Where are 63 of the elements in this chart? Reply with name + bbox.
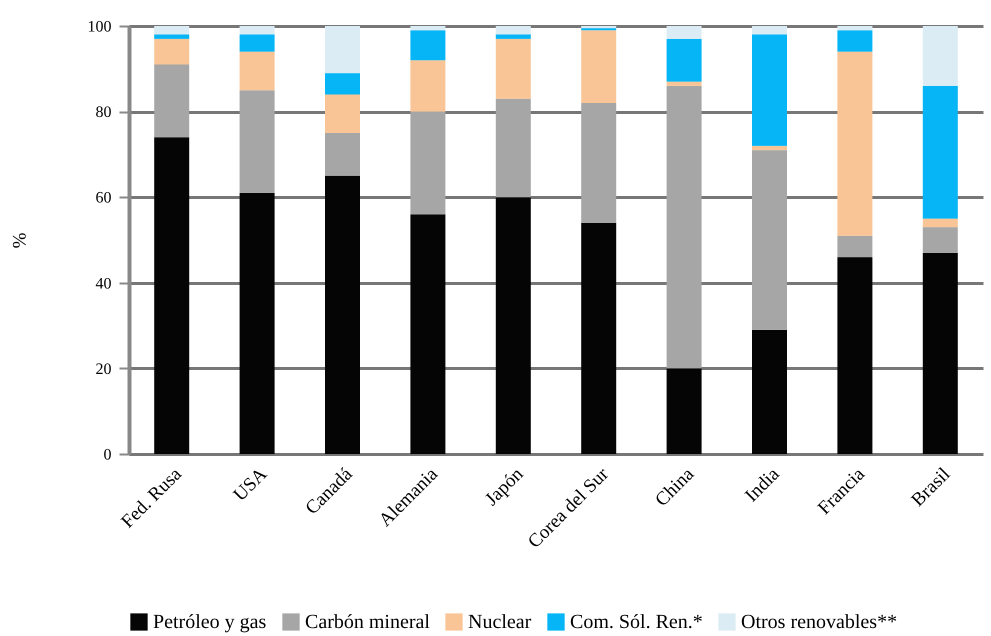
bar — [154, 137, 190, 454]
bar — [496, 26, 531, 35]
bar — [154, 64, 190, 138]
y-tick-label: 60 — [96, 190, 112, 207]
bar — [752, 150, 787, 330]
legend-label: Com. Sól. Ren.* — [570, 611, 703, 633]
bar — [752, 330, 787, 454]
bar — [496, 34, 531, 39]
bar — [240, 52, 275, 90]
y-axis-title: % — [10, 232, 30, 248]
bar — [581, 103, 616, 223]
bar — [325, 26, 360, 74]
bar — [837, 26, 872, 30]
bar — [922, 218, 958, 228]
bar — [922, 227, 958, 253]
y-tick-label: 40 — [96, 275, 112, 292]
bar — [752, 146, 787, 150]
bar — [410, 30, 446, 60]
x-tick-label: India — [741, 463, 784, 506]
bar — [325, 133, 360, 176]
bar — [240, 34, 275, 52]
bar — [666, 86, 702, 368]
x-tick-label: Fed. Rusa — [117, 463, 186, 532]
legend-label: Petróleo y gas — [153, 611, 267, 633]
bar — [154, 26, 190, 35]
bar — [922, 252, 958, 454]
bar — [922, 26, 958, 86]
y-tick-label: 0 — [104, 446, 112, 464]
legend-label: Nuclear — [468, 611, 532, 633]
bar — [410, 60, 446, 112]
bar — [154, 38, 190, 65]
legend-label: Otros renovables** — [741, 611, 898, 633]
bar — [581, 222, 616, 454]
bar — [410, 26, 446, 30]
bar — [240, 192, 275, 454]
bar — [837, 236, 872, 258]
y-tick-label: 80 — [96, 104, 112, 122]
bar — [581, 30, 616, 104]
x-tick-label: USA — [230, 464, 272, 506]
bar — [752, 26, 787, 35]
bar — [837, 30, 872, 52]
bar — [410, 112, 446, 214]
bar — [922, 86, 958, 219]
bar — [496, 98, 531, 198]
bar — [666, 368, 702, 454]
y-tick-label: 100 — [88, 18, 112, 36]
bar — [240, 26, 275, 35]
bar — [325, 176, 360, 454]
bar — [666, 26, 702, 39]
bar — [325, 94, 360, 133]
legend-label: Carbón mineral — [305, 611, 430, 633]
bar — [410, 214, 446, 454]
y-tick-label: 20 — [96, 360, 112, 378]
bar — [837, 52, 872, 236]
bar — [752, 34, 787, 146]
bar — [240, 90, 275, 193]
bar — [325, 73, 360, 94]
bar — [666, 38, 702, 82]
bar — [496, 197, 531, 454]
bar — [496, 38, 531, 99]
bar — [837, 257, 872, 454]
bar — [154, 34, 190, 39]
bar — [666, 82, 702, 86]
